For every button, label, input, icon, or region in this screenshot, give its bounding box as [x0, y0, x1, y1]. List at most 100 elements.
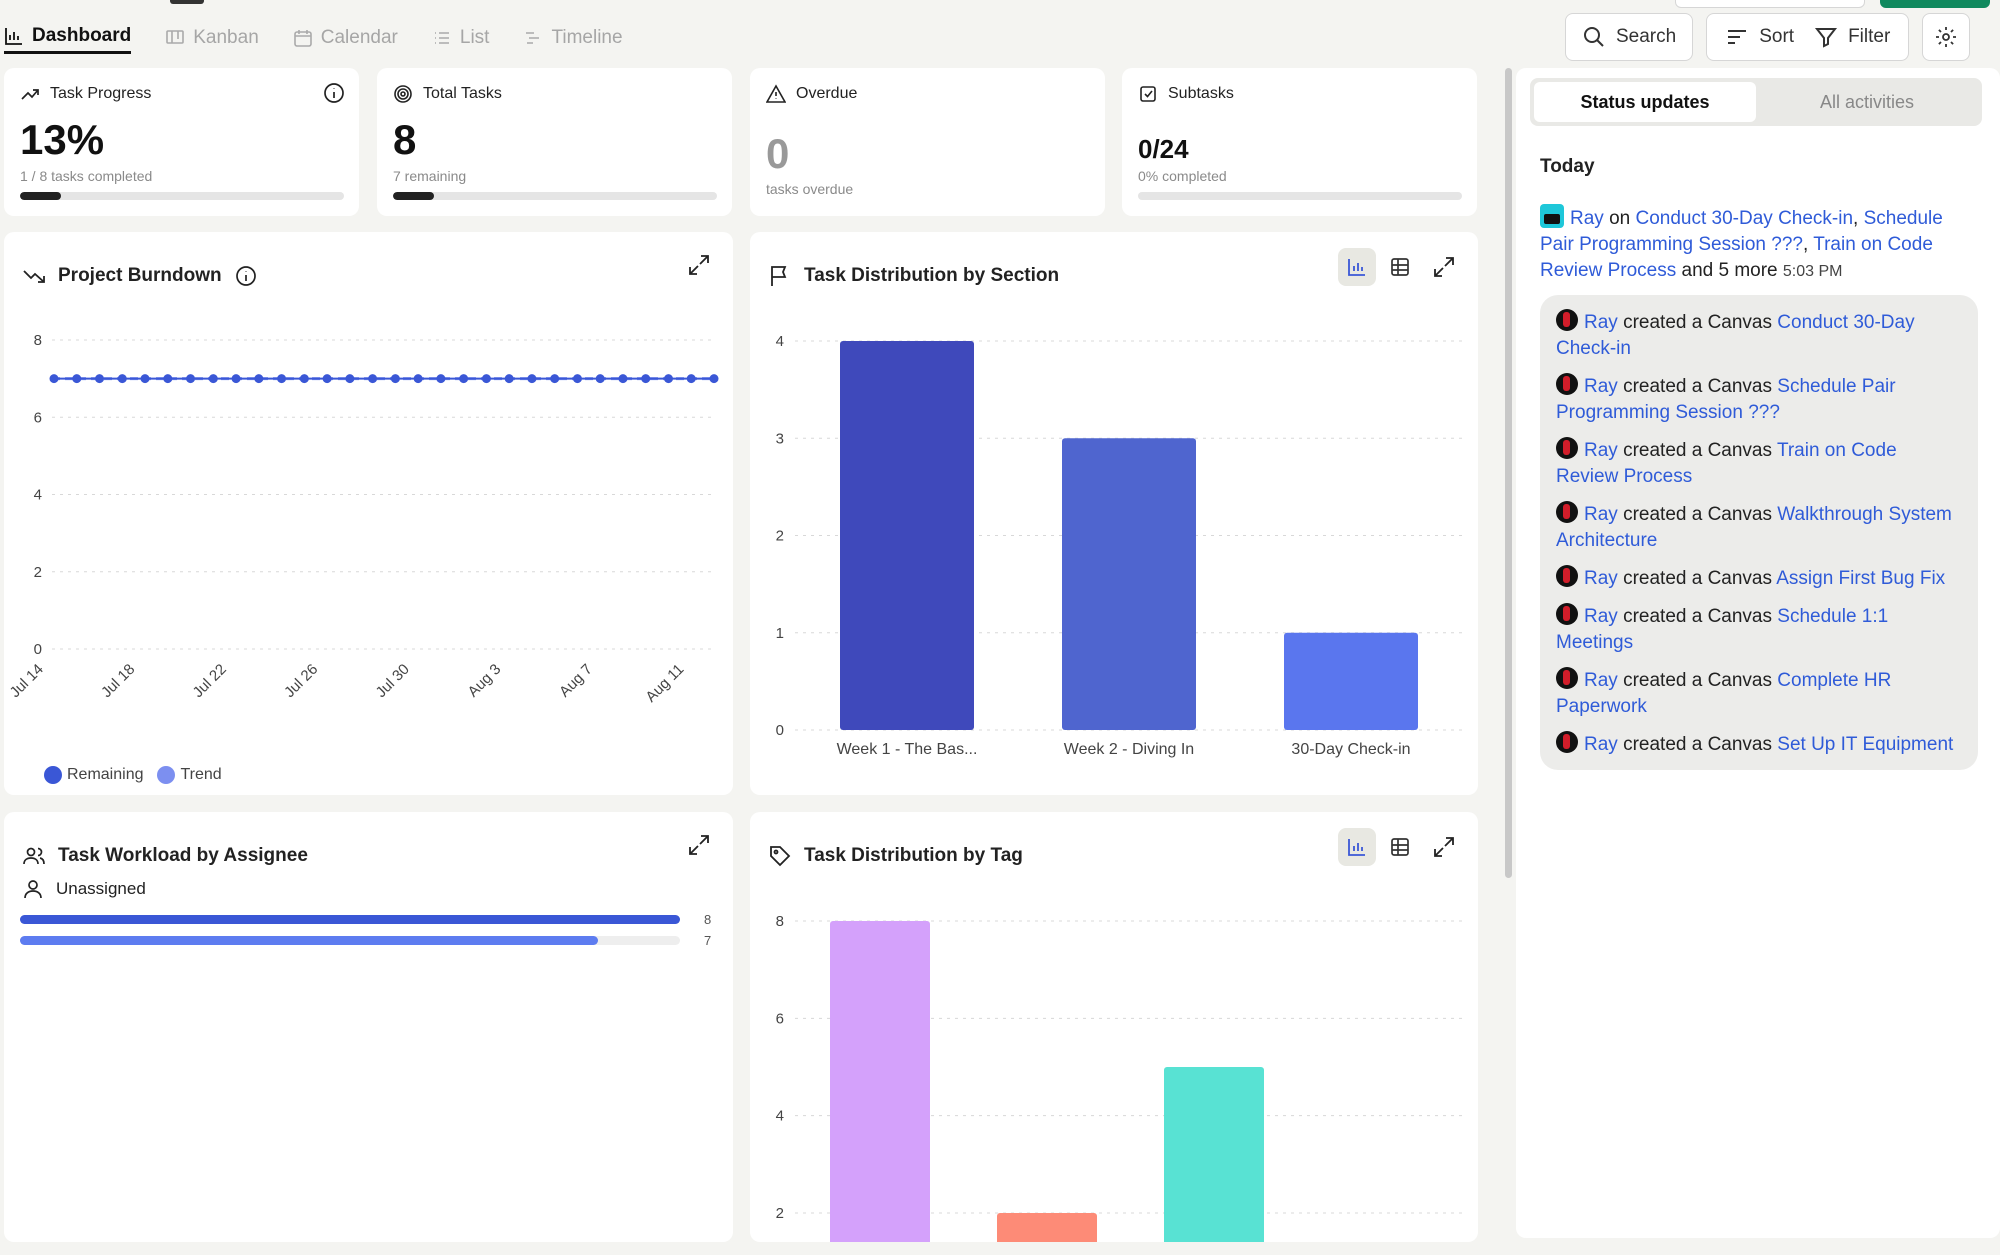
section-bar-chart: 0 1 2 3 4 Week 1 - The Bas... Week 2 - Diving …	[776, 333, 1462, 758]
data-point	[163, 374, 173, 384]
list-item: Ray created a Canvas Conduct 30-Day Chec…	[1556, 309, 1962, 362]
assignee-name: Unassigned	[56, 879, 146, 898]
user-link[interactable]: Ray	[1570, 208, 1604, 229]
table-view-toggle[interactable]	[1381, 828, 1419, 866]
user-link[interactable]: Ray	[1584, 312, 1618, 333]
user-link[interactable]: Ray	[1584, 440, 1618, 461]
canvas-link[interactable]: Assign First Bug Fix	[1776, 568, 1946, 589]
canvas-link[interactable]: Conduct 30-Day Check-in	[1635, 208, 1854, 229]
expand-icon[interactable]	[686, 252, 712, 278]
table-icon	[1391, 258, 1409, 276]
settings-button[interactable]	[1922, 13, 1971, 61]
legend-item-trend[interactable]: Trend	[157, 766, 222, 784]
tab-dashboard[interactable]: Dashboard	[4, 22, 132, 54]
canvas-link[interactable]: Schedule Pair Programming Session ???	[1556, 376, 1896, 423]
summary-text: on	[1609, 208, 1631, 229]
subtasks-card: Subtasks 0/24 0% completed	[1122, 68, 1477, 216]
filter-button[interactable]: Filter	[1804, 25, 1900, 49]
card-title: Task Progress	[50, 85, 152, 102]
data-point	[504, 374, 514, 384]
tab-list[interactable]: List	[432, 22, 489, 54]
expand-icon[interactable]	[1431, 254, 1457, 280]
legend-dot	[157, 766, 176, 784]
x-tick-label: Jul 14	[7, 661, 47, 701]
canvas-link[interactable]: Train on Code Review Process	[1540, 234, 1933, 281]
gear-icon	[1936, 27, 1957, 47]
user-link[interactable]: Ray	[1584, 568, 1618, 589]
total-tasks-bar	[393, 192, 717, 200]
info-icon[interactable]	[234, 264, 258, 288]
legend-item-remaining[interactable]: Remaining	[44, 766, 143, 784]
x-tick-label: Aug 3	[465, 661, 505, 701]
legend-label: Trend	[180, 766, 222, 783]
table-view-toggle[interactable]	[1381, 248, 1419, 286]
overdue-subtext: tasks overdue	[766, 181, 854, 197]
target-icon	[394, 85, 412, 103]
panel-header: Task Distribution by Tag	[768, 844, 1023, 868]
user-link[interactable]: Ray	[1584, 670, 1618, 691]
avatar	[1556, 565, 1578, 587]
canvas-link[interactable]: Complete HR Paperwork	[1556, 670, 1892, 717]
bar-view-toggle[interactable]	[1338, 248, 1376, 286]
list-item: Ray created a Canvas Set Up IT Equipment	[1556, 731, 1962, 758]
tab-status-updates[interactable]: Status updates	[1534, 82, 1756, 122]
bar-view-toggle[interactable]	[1338, 828, 1376, 866]
bar	[1062, 438, 1196, 730]
y-tick-label: 8	[776, 913, 784, 930]
y-tick-label: 2	[776, 528, 784, 545]
tab-kanban[interactable]: Kanban	[165, 22, 259, 54]
top-input-field[interactable]	[1675, 0, 1865, 8]
canvas-link[interactable]: Walkthrough System Architecture	[1556, 504, 1952, 551]
activity-text: created a Canvas	[1623, 312, 1772, 333]
data-point	[641, 374, 651, 384]
subtasks-value: 0/24	[1138, 134, 1189, 164]
data-point	[459, 374, 469, 384]
expand-icon[interactable]	[686, 832, 712, 858]
workload-total-value: 8	[704, 912, 712, 927]
canvas-link[interactable]: Set Up IT Equipment	[1777, 734, 1954, 755]
y-tick-label: 4	[34, 487, 42, 504]
section-distribution-panel: Task Distribution by Section 0 1 2 3 4 Week 1…	[750, 232, 1478, 795]
canvas-link[interactable]: Schedule Pair Programming Session ???	[1540, 208, 1943, 255]
panel-header: Task Distribution by Section	[768, 264, 1059, 288]
canvas-link[interactable]: Schedule 1:1 Meetings	[1556, 606, 1889, 653]
sort-button[interactable]: Sort	[1715, 25, 1804, 49]
progress-bar-fill	[20, 192, 61, 200]
user-link[interactable]: Ray	[1584, 376, 1618, 397]
burndown-chart: 0 2 4 6 8 Jul 14 Jul 18 Jul 22 Jul 26 Jul 30 Aug 3…	[7, 332, 719, 706]
subtasks-subtext: 0% completed	[1138, 168, 1227, 184]
avatar	[1556, 309, 1578, 331]
card-title: Subtasks	[1168, 85, 1234, 102]
bar	[840, 341, 974, 730]
assignee-row: Unassigned	[22, 878, 146, 900]
activity-tabs: Status updates All activities	[1530, 78, 1982, 126]
bar	[1284, 632, 1418, 730]
data-point	[49, 374, 59, 384]
workload-bar-remaining	[20, 936, 680, 945]
timeline-icon	[526, 32, 540, 44]
data-point	[413, 374, 423, 384]
main-scrollbar[interactable]	[1505, 68, 1512, 878]
activity-panel: Status updates All activities Today Ray …	[1516, 68, 2000, 1238]
canvas-link[interactable]: Train on Code Review Process	[1556, 440, 1897, 487]
y-tick-label: 6	[776, 1010, 784, 1027]
list-item: Ray created a Canvas Train on Code Revie…	[1556, 437, 1962, 490]
tab-label: Dashboard	[32, 24, 132, 46]
kanban-icon	[166, 30, 185, 44]
user-link[interactable]: Ray	[1584, 504, 1618, 525]
user-link[interactable]: Ray	[1584, 734, 1618, 755]
user-link[interactable]: Ray	[1584, 606, 1618, 627]
overdue-value: 0	[766, 130, 790, 177]
panel-title: Task Workload by Assignee	[58, 845, 308, 866]
info-icon[interactable]	[323, 82, 345, 104]
tab-all-activities[interactable]: All activities	[1819, 91, 1915, 112]
activity-text: created a Canvas	[1623, 734, 1772, 755]
search-button[interactable]: Search	[1565, 13, 1694, 61]
tab-calendar[interactable]: Calendar	[293, 22, 398, 54]
primary-action-button[interactable]	[1880, 0, 1990, 8]
tab-timeline[interactable]: Timeline	[523, 22, 623, 54]
expand-icon[interactable]	[1431, 834, 1457, 860]
canvas-link[interactable]: Conduct 30-Day Check-in	[1556, 312, 1915, 359]
x-tick-label: Week 2 - Diving In	[1064, 741, 1194, 758]
x-tick-label: Jul 18	[98, 661, 138, 701]
